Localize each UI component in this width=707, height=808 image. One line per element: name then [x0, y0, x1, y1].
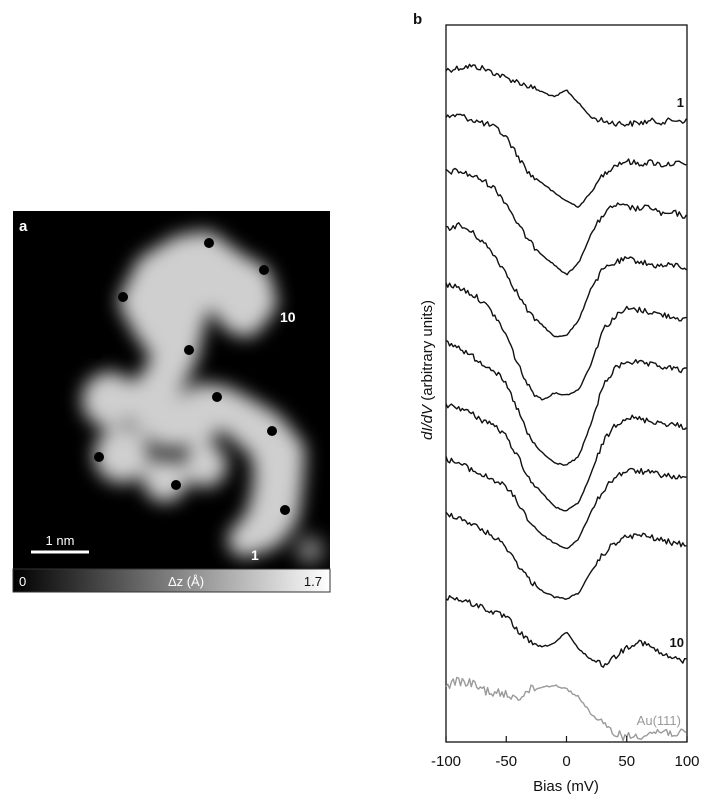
stm-image-panel: a 10 1 1 nm — [13, 211, 330, 569]
molecule-lobe — [183, 443, 227, 487]
adatom-blob — [296, 536, 324, 564]
panel-a-letter: a — [19, 218, 28, 235]
x-tick-label: -50 — [495, 753, 517, 770]
spectrum-line — [445, 222, 687, 338]
x-axis: -100 -50 0 50 100 — [431, 736, 700, 770]
spectrum-line — [445, 339, 687, 466]
marker-dot — [280, 505, 290, 515]
molecule-lobe — [143, 458, 187, 502]
marker-dot — [94, 452, 104, 462]
x-tick-label: -100 — [431, 753, 461, 770]
marker-dot — [204, 238, 214, 248]
spectrum-line — [445, 113, 687, 209]
marker-dot — [184, 345, 194, 355]
spectrum-line — [445, 63, 688, 127]
spectrum-line — [445, 676, 687, 742]
colorbar: 0 Δz (Å) 1.7 — [12, 568, 331, 593]
colorbar-min-label: 0 — [19, 574, 26, 589]
spectrum-line — [445, 595, 687, 668]
monomer-markers — [92, 238, 290, 515]
x-tick-label: 100 — [674, 753, 699, 770]
y-axis-label-units: (arbitrary units) — [419, 300, 436, 405]
series-label: 1 — [677, 95, 684, 110]
marker-dot — [92, 349, 102, 359]
plot-frame — [445, 24, 688, 743]
marker-dot — [259, 265, 269, 275]
x-tick-label: 0 — [562, 753, 570, 770]
series-layer: 1 10 Au(111) — [445, 63, 688, 742]
panel-b-letter: b — [413, 11, 422, 28]
y-axis-label-quantity: dI/dV — [419, 403, 436, 440]
chain-end-label-1: 1 — [251, 547, 259, 563]
spectrum-line — [445, 456, 687, 550]
colorbar-max-label: 1.7 — [304, 574, 322, 589]
marker-dot — [212, 392, 222, 402]
series-label: Au(111) — [637, 713, 681, 728]
marker-dot — [171, 480, 181, 490]
spectra-panel: b 1 10 Au(111) -100 -50 0 50 100 Bias (mV) dI/… — [413, 11, 700, 795]
spectrum-line — [445, 282, 687, 401]
x-tick-label: 50 — [618, 753, 635, 770]
molecule-chain — [119, 231, 305, 557]
colorbar-gradient — [12, 568, 331, 593]
marker-dot — [118, 292, 128, 302]
colorbar-label: Δz (Å) — [168, 574, 204, 589]
molecule-topography — [82, 231, 324, 564]
x-axis-label: Bias (mV) — [533, 778, 599, 795]
spectrum-line — [445, 167, 688, 276]
molecule-lobe — [94, 427, 150, 483]
y-axis-label: dI/dV (arbitrary units) — [419, 300, 436, 440]
marker-dot — [267, 426, 277, 436]
spectrum-line — [445, 403, 687, 512]
scale-bar-label: 1 nm — [46, 533, 75, 548]
series-label: 10 — [670, 635, 684, 650]
spectrum-line — [445, 511, 687, 601]
chain-end-label-10: 10 — [280, 309, 296, 325]
molecule-lobe — [82, 372, 138, 428]
